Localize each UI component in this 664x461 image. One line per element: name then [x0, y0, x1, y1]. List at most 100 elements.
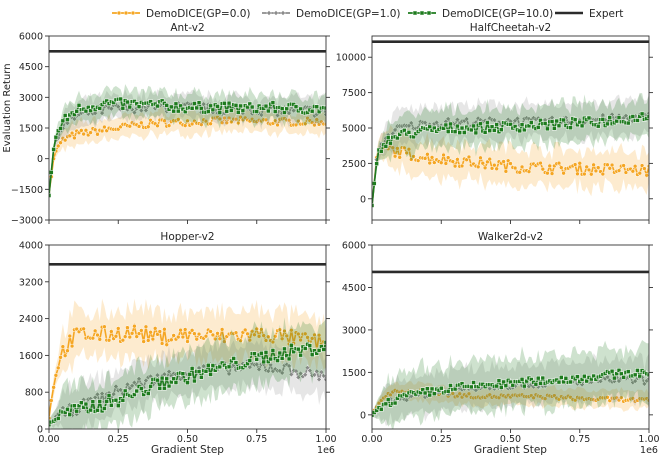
series-point	[427, 392, 432, 398]
series-point	[166, 383, 172, 389]
y-tick-label: 2500	[342, 159, 366, 170]
series-point	[433, 119, 440, 126]
series-point	[162, 385, 167, 391]
series-point	[639, 111, 645, 117]
series-point	[284, 353, 290, 359]
series-point	[176, 117, 181, 122]
series-point	[162, 327, 167, 332]
series-point	[226, 115, 232, 121]
series-point	[443, 161, 449, 166]
series-point	[480, 160, 486, 166]
series-point	[199, 375, 204, 380]
series-point	[245, 104, 250, 110]
series-point	[630, 168, 636, 174]
series-point	[263, 350, 269, 355]
series-point	[457, 130, 462, 135]
series-point	[429, 386, 435, 392]
series-point	[494, 383, 499, 389]
series-point	[319, 344, 324, 349]
series-point	[473, 130, 479, 136]
series-point	[266, 359, 271, 364]
series-point	[408, 157, 414, 162]
series-point	[284, 106, 290, 112]
series-point	[526, 169, 532, 174]
x-axis-label: Gradient Step	[151, 444, 224, 456]
series-point	[616, 115, 622, 120]
series-point	[591, 373, 596, 379]
series-point	[486, 115, 493, 121]
subplot-title: Ant-v2	[170, 22, 204, 34]
series-point	[593, 377, 599, 382]
series-point	[485, 120, 490, 126]
series-point	[397, 155, 402, 160]
series-point	[635, 118, 640, 123]
series-point	[609, 368, 615, 374]
series-point	[74, 109, 79, 114]
series-point	[552, 126, 557, 131]
series-point	[130, 10, 136, 16]
plot-area	[49, 298, 326, 429]
series-point	[374, 408, 379, 413]
series-point	[97, 337, 103, 342]
subplot-title: HalfCheetah-v2	[470, 22, 551, 34]
series-point	[593, 168, 599, 174]
series-point	[136, 376, 142, 382]
legend-item: DemoDICE(GP=1.0)	[262, 8, 401, 20]
series-point	[630, 114, 636, 119]
series-point	[390, 145, 396, 151]
series-point	[512, 165, 518, 171]
series-point	[459, 163, 465, 169]
series-point	[252, 351, 257, 356]
series-point	[535, 125, 541, 130]
series-point	[462, 130, 467, 135]
series-point	[169, 379, 174, 385]
y-tick-label: 10000	[336, 53, 366, 64]
series-point	[279, 370, 285, 376]
series-point	[72, 112, 77, 117]
series-point	[58, 140, 63, 145]
x-tick-label: 0.00	[38, 434, 59, 445]
series-point	[642, 166, 647, 171]
y-tick-label: 4500	[19, 62, 43, 73]
legend-label: DemoDICE(GP=1.0)	[296, 8, 401, 20]
series-point	[217, 364, 223, 370]
series-point	[143, 324, 149, 330]
series-point	[249, 104, 255, 110]
series-point	[404, 393, 409, 398]
series-point	[182, 123, 188, 128]
series-point	[314, 104, 320, 109]
series-point	[187, 372, 193, 377]
series-point	[176, 108, 181, 114]
legend-label: DemoDICE(GP=10.0)	[442, 8, 553, 20]
series-point	[148, 99, 153, 104]
series-point	[72, 403, 77, 408]
series-point	[392, 400, 398, 406]
series-point	[644, 173, 649, 178]
series-point	[81, 131, 86, 137]
series-point	[199, 106, 204, 111]
series-point	[222, 362, 227, 368]
series-point	[270, 348, 276, 353]
series-point	[312, 348, 317, 354]
series-point	[614, 118, 619, 124]
series-point	[492, 128, 497, 133]
series-point	[630, 396, 636, 401]
series-point	[568, 379, 573, 385]
series-point	[459, 125, 465, 131]
series-point	[129, 383, 135, 389]
series-point	[503, 169, 509, 174]
series-point	[298, 352, 303, 358]
series-point	[412, 10, 418, 16]
series-point	[104, 98, 109, 104]
y-tick-label: 6000	[19, 32, 43, 43]
series-point	[67, 333, 73, 339]
series-point	[298, 106, 303, 112]
series-point	[261, 333, 266, 338]
series-point	[261, 359, 266, 365]
series-point	[385, 397, 391, 402]
series-point	[106, 393, 112, 398]
y-tick-label: 800	[25, 388, 43, 399]
series-point	[62, 137, 68, 143]
series-point	[266, 334, 271, 339]
series-point	[143, 377, 149, 384]
